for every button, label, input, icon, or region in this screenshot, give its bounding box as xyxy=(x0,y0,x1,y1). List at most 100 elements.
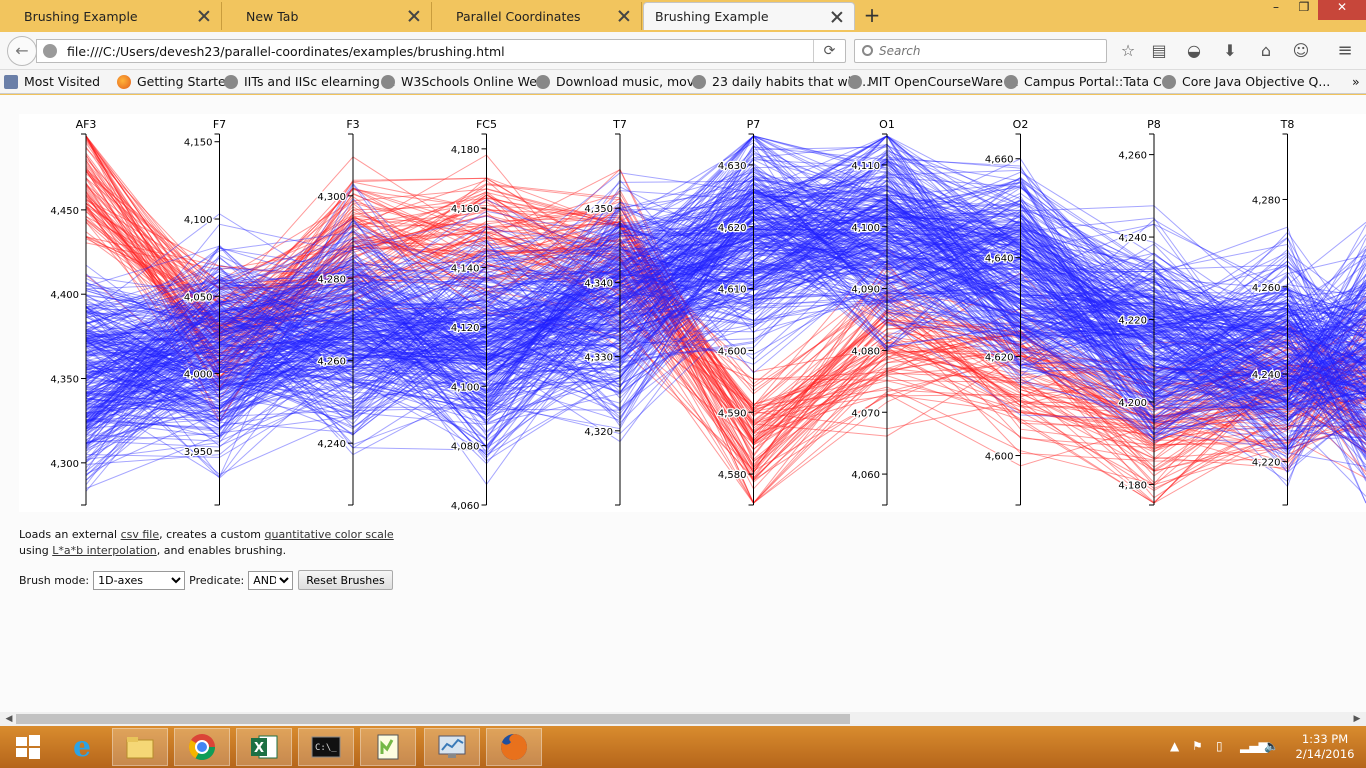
home-icon[interactable]: ⌂ xyxy=(1260,41,1272,60)
brush-mode-select[interactable]: 1D-axes xyxy=(93,570,186,590)
notepadpp-icon[interactable] xyxy=(360,728,416,766)
axis-title[interactable]: O1 xyxy=(879,118,895,131)
tab-new-tab[interactable]: New Tab xyxy=(222,2,432,30)
task-manager-icon[interactable] xyxy=(424,728,480,766)
chrome-icon[interactable] xyxy=(174,728,230,766)
axis-fc5[interactable]: FC5 4,060 4,080 4,100 4,120 4,140 4,160 4,180 xyxy=(450,118,497,512)
lab-interpolation-link[interactable]: L*a*b interpolation xyxy=(52,544,157,557)
tick-label: 4,050 xyxy=(184,292,213,303)
scrollbar-thumb[interactable] xyxy=(16,714,850,724)
bookmark-daily-habits[interactable]: 23 daily habits that will... xyxy=(692,74,870,89)
tick-label: 4,260 xyxy=(1118,151,1147,162)
bookmark-campus-portal[interactable]: Campus Portal::Tata C... xyxy=(1004,74,1174,89)
bookmark-label: 23 daily habits that will... xyxy=(712,74,871,89)
axis-f7[interactable]: F7 3,950 4,000 4,050 4,100 4,150 xyxy=(183,118,226,506)
close-icon[interactable] xyxy=(617,9,631,23)
bookmark-star-icon[interactable]: ☆ xyxy=(1120,41,1136,60)
predicate-label: Predicate: xyxy=(189,573,245,587)
bookmark-w3schools[interactable]: W3Schools Online We... xyxy=(381,74,549,89)
tab-parallel-coordinates[interactable]: Parallel Coordinates xyxy=(432,2,642,30)
taskbar-clock[interactable]: 1:33 PM 2/14/2016 xyxy=(1290,732,1360,762)
bookmark-mit-ocw[interactable]: MIT OpenCourseWare ... xyxy=(848,74,1019,89)
restore-icon[interactable]: ❐ xyxy=(1298,0,1310,14)
tick-label: 4,330 xyxy=(584,353,613,364)
windows-logo-icon xyxy=(16,735,40,759)
axis-title[interactable]: F7 xyxy=(213,118,226,131)
brush-controls: Brush mode: 1D-axes Predicate: AND Reset… xyxy=(19,570,393,590)
new-tab-plus-icon[interactable]: + xyxy=(863,3,881,27)
csv-file-link[interactable]: csv file xyxy=(120,528,160,541)
axis-t8[interactable]: T8 4,220 4,240 4,260 4,280 xyxy=(1251,118,1295,506)
bookmark-getting-started[interactable]: Getting Started xyxy=(117,74,234,89)
scroll-right-icon[interactable]: ▶ xyxy=(1353,714,1361,724)
globe-icon xyxy=(536,74,550,89)
axis-title[interactable]: O2 xyxy=(1013,118,1029,131)
svg-text:C:\_: C:\_ xyxy=(315,743,337,753)
window-close-icon[interactable]: ✕ xyxy=(1318,0,1366,20)
start-icon[interactable] xyxy=(0,728,56,766)
url-text[interactable]: file:///C:/Users/devesh23/parallel-coord… xyxy=(67,44,505,59)
pocket-icon[interactable]: ◒ xyxy=(1187,41,1201,60)
close-icon[interactable] xyxy=(407,9,421,23)
bookmark-most-visited[interactable]: Most Visited xyxy=(4,74,100,89)
predicate-select[interactable]: AND xyxy=(248,570,294,590)
axis-o2[interactable]: O2 4,600 4,620 4,640 4,660 xyxy=(984,118,1029,506)
tick-label: 4,260 xyxy=(317,357,346,368)
tick-label: 4,280 xyxy=(1252,195,1281,206)
internet-explorer-icon[interactable]: e xyxy=(54,728,110,766)
search-input[interactable] xyxy=(879,43,1099,59)
axis-title[interactable]: T7 xyxy=(612,118,627,131)
cmd-icon[interactable]: C:\_ xyxy=(298,728,354,766)
menu-hamburger-icon[interactable]: ≡ xyxy=(1337,40,1353,61)
color-scale-link[interactable]: quantitative color scale xyxy=(264,528,394,541)
hello-chat-icon[interactable]: ☺ xyxy=(1292,41,1310,60)
bookmarks-folder-icon xyxy=(4,74,18,89)
close-icon[interactable] xyxy=(830,10,844,24)
url-bar[interactable]: file:///C:/Users/devesh23/parallel-coord… xyxy=(36,39,846,63)
parallel-coordinates-chart[interactable]: AF3 4,300 4,350 4,400 4,450 F7 3,950 4,000 4,050… xyxy=(19,114,1366,512)
minimize-icon[interactable]: – xyxy=(1273,0,1279,14)
firefox-icon[interactable] xyxy=(486,728,542,766)
horizontal-scrollbar[interactable]: ◀ ▶ xyxy=(0,712,1366,726)
excel-icon[interactable]: X xyxy=(236,728,292,766)
tray-signal-icon[interactable]: ▂▄▆ xyxy=(1240,739,1268,753)
axis-p8[interactable]: P8 4,180 4,200 4,220 4,240 4,260 xyxy=(1117,118,1161,506)
tab-title: New Tab xyxy=(246,8,299,24)
axis-title[interactable]: AF3 xyxy=(76,118,97,131)
tab-title: Brushing Example xyxy=(655,9,769,24)
axis-title[interactable]: P8 xyxy=(1147,118,1161,131)
back-arrow-icon[interactable]: ← xyxy=(7,36,37,66)
bookmark-label: Core Java Objective Q... xyxy=(1182,74,1331,89)
bookmark-iits-elearning[interactable]: IITs and IISc elearning ... xyxy=(224,74,396,89)
search-box[interactable] xyxy=(854,39,1107,63)
reload-icon[interactable]: ⟳ xyxy=(813,40,845,62)
axis-o1[interactable]: O1 4,060 4,070 4,080 4,090 4,100 4,110 xyxy=(850,118,895,506)
tray-expand-icon[interactable]: ▲ xyxy=(1170,739,1180,753)
axis-title[interactable]: P7 xyxy=(747,118,761,131)
monitor-chart-icon xyxy=(438,735,466,758)
tray-flag-icon[interactable]: ⚑ xyxy=(1192,739,1203,753)
axis-t7[interactable]: T7 4,320 4,330 4,340 4,350 xyxy=(583,118,627,506)
download-icon[interactable]: ⬇ xyxy=(1223,41,1237,60)
file-explorer-icon[interactable] xyxy=(112,728,168,766)
reading-list-icon[interactable]: ▤ xyxy=(1151,41,1167,60)
scroll-left-icon[interactable]: ◀ xyxy=(5,714,13,724)
bookmark-core-java[interactable]: Core Java Objective Q... xyxy=(1162,74,1330,89)
desc-text: , and enables brushing. xyxy=(156,544,287,557)
bookmarks-overflow-icon[interactable]: » xyxy=(1352,74,1360,89)
axis-title[interactable]: F3 xyxy=(346,118,359,131)
reset-brushes-button[interactable]: Reset Brushes xyxy=(298,570,393,590)
axis-af3[interactable]: AF3 4,300 4,350 4,400 4,450 xyxy=(49,118,97,506)
axis-title[interactable]: T8 xyxy=(1280,118,1295,131)
bookmark-label: MIT OpenCourseWare ... xyxy=(868,74,1019,89)
desc-text: , creates a custom xyxy=(159,528,265,541)
tray-volume-icon[interactable]: 🔈 xyxy=(1264,739,1279,753)
bookmark-download-music[interactable]: Download music, mov... xyxy=(536,74,705,89)
axis-p7[interactable]: P7 4,580 4,590 4,600 4,610 4,620 4,630 xyxy=(717,118,761,506)
close-icon[interactable] xyxy=(197,9,211,23)
tab-brushing-example-active[interactable]: Brushing Example xyxy=(643,2,855,30)
tray-network-device-icon[interactable]: ▯ xyxy=(1216,739,1223,753)
axis-title[interactable]: FC5 xyxy=(476,118,497,131)
axis-f3[interactable]: F3 4,240 4,260 4,280 4,300 xyxy=(316,118,360,506)
tab-brushing-example-1[interactable]: Brushing Example xyxy=(0,2,222,30)
